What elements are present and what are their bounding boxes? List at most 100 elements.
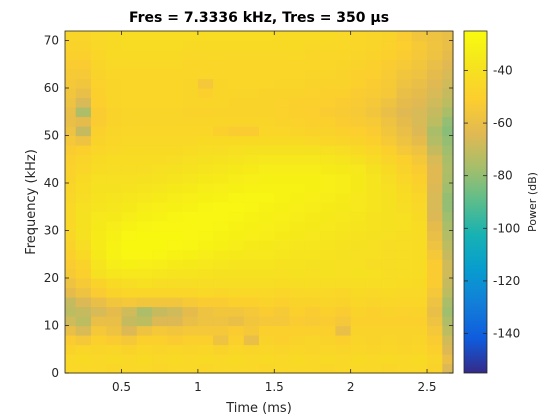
heatmap-cell xyxy=(442,363,454,374)
heatmap-cell xyxy=(396,268,413,279)
heatmap-cell xyxy=(335,145,352,156)
heatmap-cell xyxy=(136,97,153,108)
heatmap-cell xyxy=(106,316,123,327)
heatmap-cell xyxy=(167,354,184,365)
heatmap-cell xyxy=(320,97,336,108)
heatmap-cell xyxy=(213,230,230,241)
heatmap-cell xyxy=(320,325,336,336)
heatmap-cell xyxy=(365,230,382,241)
heatmap-cell xyxy=(167,126,184,137)
heatmap-cell xyxy=(274,259,291,270)
heatmap-cell xyxy=(65,126,77,137)
heatmap-cell xyxy=(381,249,398,260)
heatmap-cell xyxy=(320,249,336,260)
heatmap-cell xyxy=(65,88,77,99)
heatmap-cell xyxy=(289,31,306,42)
heatmap-cell xyxy=(136,221,153,232)
heatmap-cell xyxy=(427,249,443,260)
heatmap-cell xyxy=(213,354,230,365)
heatmap-cell xyxy=(274,97,291,108)
heatmap-cell xyxy=(350,31,367,42)
heatmap-cell xyxy=(197,40,214,51)
heatmap-cell xyxy=(90,145,107,156)
heatmap-cell xyxy=(411,316,428,327)
heatmap-cell xyxy=(106,164,123,175)
heatmap-cell xyxy=(136,183,153,194)
heatmap-cell xyxy=(365,50,382,61)
heatmap-cell xyxy=(243,126,260,137)
heatmap-cell xyxy=(365,259,382,270)
heatmap-cell xyxy=(121,325,138,336)
heatmap-cell xyxy=(65,154,77,165)
heatmap-cell xyxy=(167,287,184,298)
heatmap-cell xyxy=(320,78,336,89)
heatmap-cell xyxy=(65,306,77,317)
x-tick-label: 1.5 xyxy=(265,380,284,394)
heatmap-cell xyxy=(106,344,123,355)
y-tick-label: 30 xyxy=(44,224,59,238)
heatmap-cell xyxy=(90,316,107,327)
colorbar-tick-label: -100 xyxy=(493,221,520,235)
heatmap-cell xyxy=(320,202,336,213)
heatmap-cell xyxy=(65,335,77,346)
heatmap-cell xyxy=(213,287,230,298)
heatmap-cell xyxy=(304,78,321,89)
heatmap-cell xyxy=(213,107,230,118)
heatmap-cell xyxy=(274,145,291,156)
heatmap-cell xyxy=(121,230,138,241)
heatmap-cell xyxy=(167,59,184,70)
heatmap-cell xyxy=(304,88,321,99)
heatmap-cell xyxy=(304,335,321,346)
heatmap-cell xyxy=(335,97,352,108)
heatmap-cell xyxy=(121,78,138,89)
heatmap-cell xyxy=(228,211,245,222)
heatmap-cell xyxy=(350,69,367,80)
heatmap-cell xyxy=(396,249,413,260)
heatmap-cell xyxy=(396,363,413,374)
heatmap-cell xyxy=(320,107,336,118)
colorbar xyxy=(463,30,488,374)
heatmap-cell xyxy=(427,135,443,146)
heatmap-cell xyxy=(152,344,168,355)
heatmap-cell xyxy=(213,135,230,146)
heatmap-cell xyxy=(228,268,245,279)
heatmap-cell xyxy=(396,297,413,308)
heatmap-cell xyxy=(335,240,352,251)
heatmap-cell xyxy=(396,306,413,317)
colorbar-tick-label: -40 xyxy=(493,63,513,77)
heatmap-cell xyxy=(442,31,454,42)
heatmap-cell xyxy=(197,69,214,80)
heatmap-cell xyxy=(136,69,153,80)
heatmap-cell xyxy=(289,183,306,194)
heatmap-cell xyxy=(365,287,382,298)
heatmap-cell xyxy=(259,306,275,317)
heatmap-cell xyxy=(106,183,123,194)
heatmap-cell xyxy=(289,78,306,89)
heatmap-cell xyxy=(167,230,184,241)
heatmap-cell xyxy=(167,306,184,317)
heatmap-cell xyxy=(259,135,275,146)
heatmap-cell xyxy=(167,202,184,213)
colorbar-tick-label: -120 xyxy=(493,274,520,288)
heatmap-cell xyxy=(320,344,336,355)
heatmap-cell xyxy=(182,135,199,146)
heatmap-cell xyxy=(228,154,245,165)
heatmap-cell xyxy=(228,259,245,270)
heatmap-cell xyxy=(259,202,275,213)
heatmap-cell xyxy=(320,306,336,317)
heatmap-cell xyxy=(381,192,398,203)
heatmap-cell xyxy=(289,97,306,108)
heatmap-cell xyxy=(75,363,92,374)
heatmap-cell xyxy=(396,259,413,270)
heatmap-cell xyxy=(274,40,291,51)
heatmap-cell xyxy=(350,259,367,270)
colorbar-tick-label: -80 xyxy=(493,169,513,183)
heatmap-cell xyxy=(75,230,92,241)
heatmap-cell xyxy=(65,173,77,184)
heatmap-cell xyxy=(243,325,260,336)
heatmap-cell xyxy=(121,268,138,279)
heatmap-cell xyxy=(243,354,260,365)
heatmap-cell xyxy=(182,97,199,108)
heatmap-cell xyxy=(381,183,398,194)
heatmap-cell xyxy=(167,363,184,374)
